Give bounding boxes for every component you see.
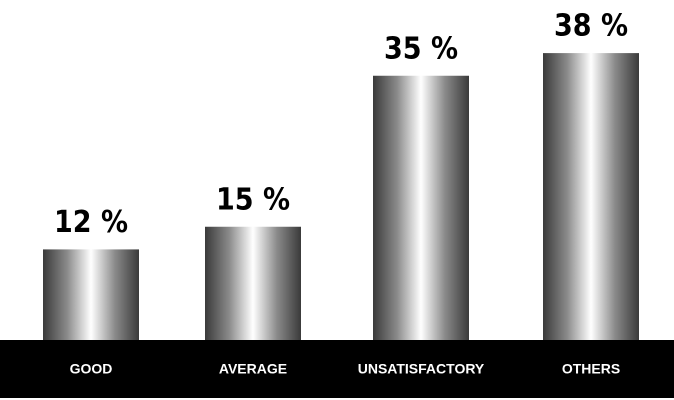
- category-band: [0, 340, 674, 398]
- bar: [43, 249, 139, 340]
- bar: [205, 226, 301, 340]
- x-tick-label: AVERAGE: [219, 361, 287, 377]
- value-label: 15 %: [216, 182, 290, 217]
- value-label: 38 %: [554, 9, 628, 44]
- x-tick-label: GOOD: [70, 361, 113, 377]
- x-tick-label: OTHERS: [562, 361, 620, 377]
- bar: [373, 75, 469, 340]
- x-tick-label: UNSATISFACTORY: [358, 361, 485, 377]
- value-label: 12 %: [54, 205, 128, 240]
- value-label: 35 %: [384, 31, 458, 66]
- bar: [543, 53, 639, 340]
